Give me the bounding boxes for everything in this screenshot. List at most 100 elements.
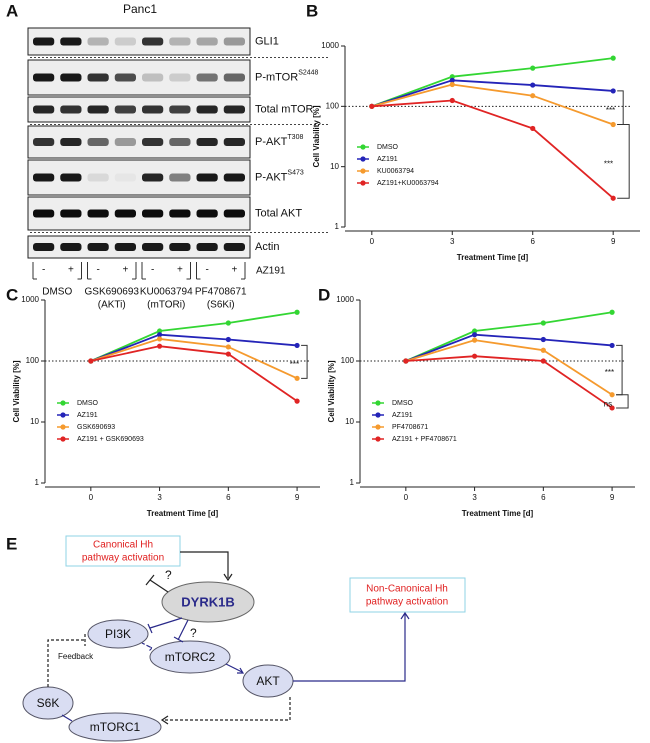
feedback-line — [47, 634, 86, 687]
series-line — [405, 339, 613, 396]
group-label: DMSO — [42, 287, 72, 298]
data-point — [610, 121, 616, 128]
band — [33, 173, 55, 182]
node-label: PI3K — [105, 627, 131, 641]
y-axis-label: Cell Viability [%] — [327, 360, 336, 422]
y-axis-label: Cell Viability [%] — [312, 105, 321, 167]
band — [169, 37, 191, 46]
blot-label: Total AKT — [255, 207, 302, 219]
group-bracket — [141, 262, 191, 280]
legend-label: AZ191+KU0063794 — [377, 180, 439, 187]
series-line — [371, 79, 614, 108]
lane-sign: + — [177, 265, 183, 276]
arrow — [225, 663, 245, 674]
series-line — [405, 311, 613, 362]
blot-label-text: P-mTOR — [255, 71, 298, 83]
arrow — [293, 611, 410, 682]
data-point — [88, 358, 94, 364]
data-point — [609, 392, 615, 398]
group-bracket — [196, 262, 246, 280]
node-label: Canonical Hh — [93, 540, 153, 551]
y-tick-label: 100 — [26, 356, 40, 365]
node-label: S6K — [37, 696, 60, 710]
band — [196, 138, 218, 146]
series-line — [371, 83, 614, 126]
band — [196, 173, 218, 182]
band — [87, 243, 109, 251]
legend-label: AZ191 + GSK690693 — [77, 436, 144, 443]
legend-label: PF4708671 — [392, 424, 428, 431]
y-tick-label: 1 — [350, 478, 355, 487]
lane-sign: - — [151, 265, 154, 276]
data-point — [294, 342, 300, 349]
band — [169, 209, 191, 218]
band — [142, 37, 164, 46]
x-tick-label: 0 — [89, 493, 94, 502]
panel-label: D — [318, 285, 330, 304]
series-line — [90, 333, 298, 362]
band — [114, 173, 136, 182]
legend-label: DMSO — [377, 144, 399, 151]
band — [142, 105, 164, 114]
node-label: mTORC1 — [90, 720, 141, 734]
series-line — [90, 338, 298, 380]
edge-label: ? — [165, 568, 172, 582]
sig-label: *** — [606, 106, 615, 115]
band — [87, 73, 109, 82]
band — [114, 209, 136, 218]
band — [87, 138, 109, 146]
data-point — [610, 88, 616, 94]
group-label: (S6Ki) — [207, 300, 235, 311]
data-point — [369, 103, 375, 109]
blot-label-text: Total mTOR — [255, 103, 314, 115]
arrow — [160, 715, 169, 725]
lane-sign: + — [231, 265, 237, 276]
data-point — [540, 358, 546, 364]
data-point — [471, 337, 478, 343]
noncanonical-box — [349, 577, 466, 613]
data-point — [609, 342, 615, 349]
arrow — [141, 642, 154, 652]
band — [33, 73, 55, 82]
data-point — [540, 347, 546, 353]
group-label: (mTORi) — [147, 300, 185, 311]
legend-label: DMSO — [392, 400, 414, 407]
group-label: (AKTi) — [98, 300, 126, 311]
x-axis-label: Treatment Time [d] — [147, 509, 219, 518]
data-point — [609, 309, 615, 315]
series-line — [371, 57, 614, 108]
legend-label: KU0063794 — [377, 168, 414, 175]
series-line — [90, 311, 298, 362]
legend-label: AZ191 — [392, 412, 413, 419]
node-label: pathway activation — [82, 553, 164, 564]
band — [60, 243, 82, 251]
data-point — [471, 353, 478, 359]
x-tick-label: 3 — [157, 493, 162, 502]
y-tick-label: 100 — [326, 101, 340, 110]
y-tick-label: 1 — [35, 478, 40, 487]
data-point — [530, 93, 536, 99]
band — [169, 105, 191, 114]
series-line — [90, 345, 298, 402]
band — [114, 243, 136, 251]
edge-label: ? — [190, 626, 197, 640]
node-label: pathway activation — [366, 597, 448, 608]
data-point — [225, 336, 231, 343]
band — [114, 37, 136, 46]
edge-label: Feedback — [58, 652, 94, 661]
band — [223, 243, 245, 251]
node-label: DYRK1B — [181, 594, 234, 609]
band — [60, 73, 82, 82]
x-tick-label: 9 — [611, 237, 616, 246]
band — [60, 209, 82, 218]
node — [68, 712, 162, 742]
band — [142, 209, 164, 218]
data-point — [609, 405, 615, 411]
group-label: KU0063794 — [140, 287, 193, 298]
data-point — [449, 97, 455, 104]
band — [196, 37, 218, 46]
inhibit — [145, 574, 169, 593]
data-point — [540, 320, 546, 326]
sig-label: ns — [604, 399, 612, 408]
data-point — [540, 336, 546, 343]
